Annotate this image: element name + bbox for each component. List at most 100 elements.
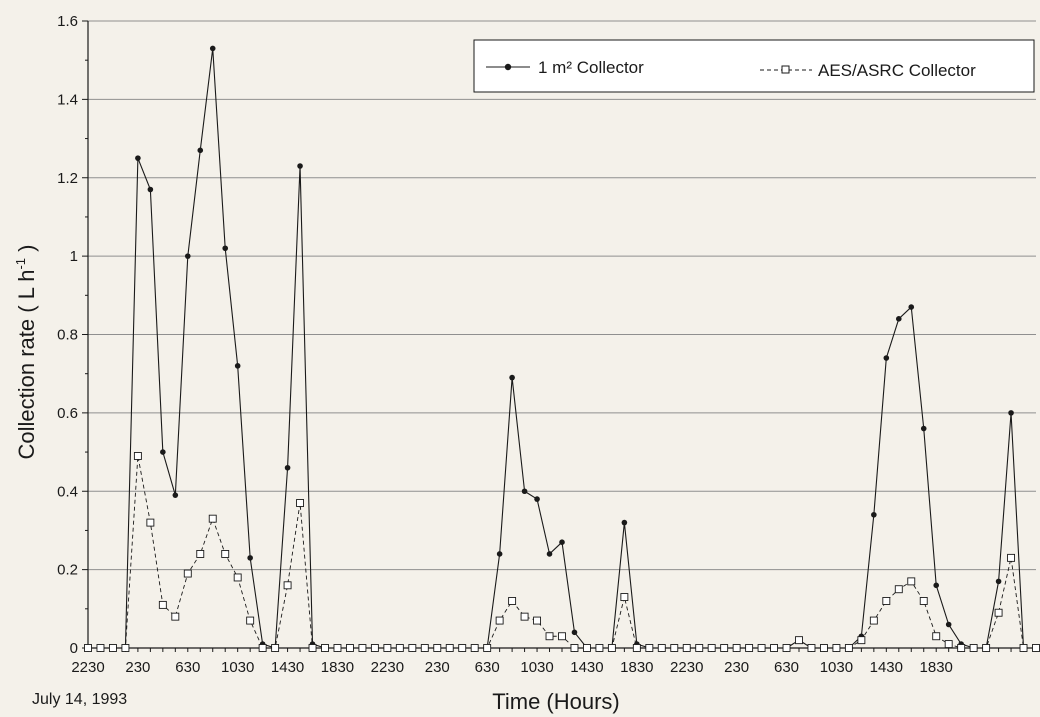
data-point-aes-asrc-collector	[620, 593, 629, 602]
data-point-aes-asrc-collector	[133, 452, 142, 460]
data-point-1m2-collector	[621, 519, 628, 526]
data-point-aes-asrc-collector	[358, 644, 367, 652]
data-point-aes-asrc-collector	[146, 518, 155, 527]
x-tick-label: 1030	[520, 659, 553, 676]
data-point-1m2-collector	[147, 186, 154, 193]
data-point-aes-asrc-collector	[321, 644, 329, 652]
data-point-aes-asrc-collector	[1019, 644, 1028, 652]
data-point-aes-asrc-collector	[720, 644, 729, 652]
data-point-aes-asrc-collector	[408, 644, 417, 652]
data-point-aes-asrc-collector	[158, 600, 167, 609]
x-tick-label: 1430	[870, 659, 903, 676]
x-tick-label: 1030	[221, 659, 254, 676]
data-point-aes-asrc-collector	[832, 644, 841, 652]
data-point-aes-asrc-collector	[333, 644, 342, 652]
data-point-aes-asrc-collector	[221, 550, 230, 558]
data-point-aes-asrc-collector	[383, 644, 392, 652]
data-point-1m2-collector	[247, 555, 253, 561]
data-point-aes-asrc-collector	[957, 644, 966, 652]
data-point-1m2-collector	[234, 363, 241, 369]
series-layer	[84, 45, 1040, 652]
x-tick-label: 630	[175, 659, 200, 676]
data-point-aes-asrc-collector	[533, 616, 542, 625]
data-point-aes-asrc-collector	[645, 644, 654, 652]
data-point-aes-asrc-collector	[196, 550, 205, 558]
data-point-aes-asrc-collector	[258, 644, 267, 652]
y-tick-label: 0.8	[57, 327, 78, 344]
series-line-1m2-collector	[88, 48, 1036, 649]
legend-marker-aes	[781, 65, 790, 74]
data-point-aes-asrc-collector	[345, 644, 354, 652]
data-point-1m2-collector	[871, 511, 877, 518]
x-tick-label: 1830	[920, 659, 953, 676]
data-point-aes-asrc-collector	[919, 597, 928, 605]
x-tick-label: 1830	[620, 659, 653, 676]
y-axis-title-main: Collection rate ( L h	[14, 270, 39, 460]
legend: 1 m² Collector AES/ASRC Collector	[473, 39, 1035, 93]
data-point-1m2-collector	[571, 629, 578, 636]
data-point-1m2-collector	[559, 539, 565, 545]
data-point-aes-asrc-collector	[807, 644, 816, 652]
x-tick-label: 2230	[71, 659, 104, 676]
data-point-1m2-collector	[895, 316, 902, 322]
data-point-aes-asrc-collector	[470, 644, 479, 652]
data-point-aes-asrc-collector	[1032, 644, 1040, 652]
data-point-aes-asrc-collector	[508, 597, 517, 605]
x-tick-label: 1430	[570, 659, 603, 676]
data-point-1m2-collector	[509, 374, 515, 381]
y-tick-label: 1.4	[57, 91, 78, 108]
x-tick-label: 2230	[670, 659, 703, 676]
data-point-aes-asrc-collector	[96, 644, 105, 652]
x-tick-label: 630	[475, 659, 500, 676]
data-point-1m2-collector	[546, 551, 553, 557]
y-axis-title-exponent: -1	[13, 258, 28, 270]
y-tick-label: 0	[70, 640, 78, 657]
data-point-aes-asrc-collector	[495, 616, 504, 625]
data-point-aes-asrc-collector	[433, 644, 442, 652]
axes: 0 0.2 0.4 0.6 0.8 1 1.2 1.4 1.6 2230 230 630 1030 143…	[57, 13, 1037, 676]
legend-label-1m2: 1 m² Collector	[538, 58, 644, 77]
data-point-aes-asrc-collector	[907, 577, 916, 586]
x-tick-label: 630	[774, 659, 799, 676]
data-point-aes-asrc-collector	[370, 644, 379, 652]
data-point-aes-asrc-collector	[420, 644, 429, 652]
data-point-1m2-collector	[995, 578, 1002, 585]
data-point-aes-asrc-collector	[570, 644, 579, 652]
data-point-1m2-collector	[945, 621, 952, 628]
data-point-aes-asrc-collector	[271, 644, 280, 652]
data-point-1m2-collector	[883, 355, 890, 361]
data-point-1m2-collector	[521, 488, 528, 495]
data-point-1m2-collector	[284, 464, 291, 471]
data-point-aes-asrc-collector	[707, 644, 716, 652]
y-axis-title: Collection rate ( L h-1 )	[13, 245, 39, 460]
series-line-aes-asrc-collector	[88, 455, 1036, 649]
data-point-aes-asrc-collector	[782, 644, 791, 652]
x-tick-label: 1430	[271, 659, 304, 676]
data-point-aes-asrc-collector	[969, 644, 978, 652]
data-point-aes-asrc-collector	[84, 644, 92, 652]
data-point-aes-asrc-collector	[108, 644, 117, 652]
y-tick-label: 0.4	[57, 483, 78, 500]
x-axis-title: Time (Hours)	[492, 689, 620, 714]
data-point-aes-asrc-collector	[233, 573, 242, 582]
data-point-1m2-collector	[197, 147, 204, 154]
legend-box	[473, 39, 1035, 93]
x-tick-label: 1030	[820, 659, 853, 676]
data-point-1m2-collector	[135, 155, 141, 161]
data-point-1m2-collector	[1008, 410, 1014, 416]
data-point-1m2-collector	[209, 45, 216, 52]
data-point-aes-asrc-collector	[558, 632, 566, 641]
data-point-aes-asrc-collector	[582, 644, 591, 652]
data-point-aes-asrc-collector	[308, 644, 317, 652]
data-point-aes-asrc-collector	[732, 644, 741, 652]
data-point-aes-asrc-collector	[607, 644, 616, 652]
data-point-aes-asrc-collector	[246, 616, 255, 625]
data-point-1m2-collector	[222, 245, 229, 252]
data-point-aes-asrc-collector	[857, 636, 866, 645]
data-point-aes-asrc-collector	[745, 644, 754, 652]
data-point-aes-asrc-collector	[1007, 553, 1016, 562]
y-tick-label: 1.6	[57, 13, 78, 30]
data-point-aes-asrc-collector	[944, 640, 953, 649]
data-point-aes-asrc-collector	[595, 644, 604, 652]
